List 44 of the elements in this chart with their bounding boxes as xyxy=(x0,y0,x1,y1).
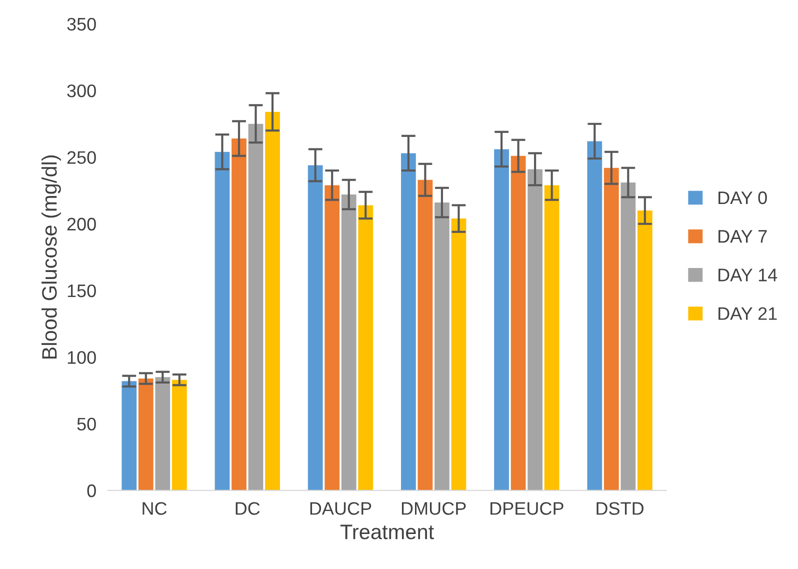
bar xyxy=(494,149,509,490)
bar xyxy=(434,202,450,490)
bar xyxy=(172,380,187,490)
bar xyxy=(248,124,264,490)
x-tick-label: DAUCP xyxy=(310,502,372,515)
y-axis-title: Blood Glucose (mg/dl) xyxy=(42,155,61,359)
bar xyxy=(324,185,340,490)
x-tick-label: NC xyxy=(142,502,167,515)
bar xyxy=(358,205,374,490)
bar xyxy=(418,180,433,490)
bar xyxy=(637,210,652,490)
bar xyxy=(451,218,466,490)
x-tick-label: DSTD xyxy=(596,502,644,515)
y-tick-label: 300 xyxy=(67,84,96,98)
bar xyxy=(232,138,246,490)
bar xyxy=(544,185,560,490)
legend-label: DAY 7 xyxy=(718,230,767,243)
bar xyxy=(308,165,323,490)
y-tick-label: 250 xyxy=(67,151,96,164)
legend-label: DAY 14 xyxy=(718,268,778,282)
bar xyxy=(604,168,619,490)
bar xyxy=(341,194,356,490)
bar xyxy=(620,182,636,490)
bar xyxy=(138,378,154,490)
bar xyxy=(587,141,602,490)
bar xyxy=(528,169,543,490)
bar xyxy=(214,152,230,490)
bar xyxy=(510,156,526,490)
legend-label: DAY 0 xyxy=(718,191,767,204)
x-tick-label: DPEUCP xyxy=(490,502,564,515)
y-tick-label: 350 xyxy=(67,18,96,31)
x-tick-label: DC xyxy=(236,502,260,515)
y-tick-label: 50 xyxy=(77,418,96,431)
x-tick-label: DMUCP xyxy=(402,502,466,515)
y-tick-label: 100 xyxy=(68,351,96,364)
y-tick-label: 200 xyxy=(67,218,96,231)
bar xyxy=(122,381,137,490)
x-axis-title: Treatment xyxy=(340,524,434,540)
y-tick-label: 0 xyxy=(87,484,96,498)
bar xyxy=(155,377,170,490)
legend-label: DAY 21 xyxy=(718,307,777,320)
bar xyxy=(265,112,280,490)
y-tick-label: 150 xyxy=(68,284,96,298)
bar xyxy=(400,153,416,490)
